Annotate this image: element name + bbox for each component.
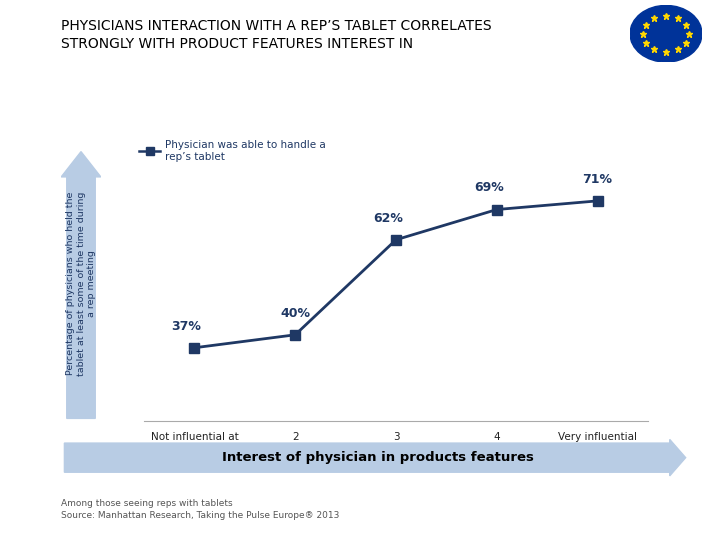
FancyArrow shape [64, 440, 685, 476]
Text: 71%: 71% [582, 173, 613, 186]
Text: Among those seeing reps with tablets
Source: Manhattan Research, Taking the Puls: Among those seeing reps with tablets Sou… [61, 500, 340, 521]
Text: Interest of physician in products features: Interest of physician in products featur… [222, 451, 534, 464]
Ellipse shape [630, 5, 702, 62]
Text: 40%: 40% [280, 307, 310, 320]
Text: 69%: 69% [474, 181, 503, 194]
FancyArrow shape [61, 152, 101, 418]
Text: 62%: 62% [373, 212, 403, 225]
Text: PHYSICIANS INTERACTION WITH A REP’S TABLET CORRELATES
STRONGLY WITH PRODUCT FEAT: PHYSICIANS INTERACTION WITH A REP’S TABL… [61, 19, 492, 51]
Legend: Physician was able to handle a
rep’s tablet: Physician was able to handle a rep’s tab… [139, 140, 326, 161]
Text: 37%: 37% [171, 320, 202, 333]
Text: Percentage of physicians who held the
tablet at least some of the time during
a : Percentage of physicians who held the ta… [66, 191, 96, 376]
